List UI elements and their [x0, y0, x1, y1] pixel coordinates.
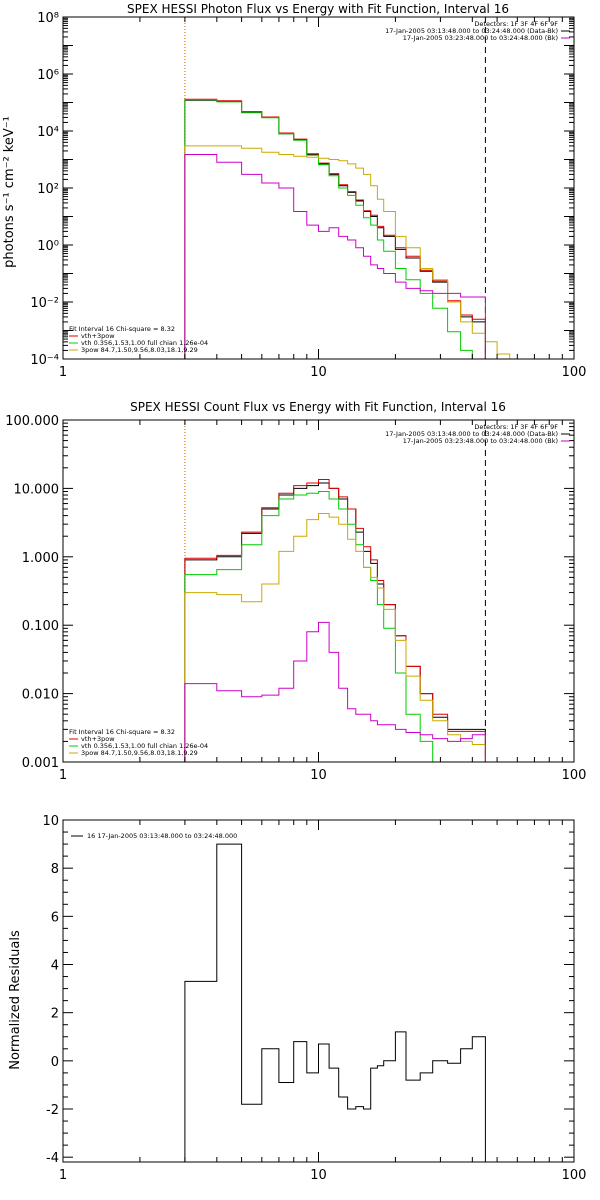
x-tick-label: 1	[59, 365, 67, 380]
photon-flux-plot-area: 1 10 100 10⁻⁴ 10⁻² 10⁰ 10² 10⁴ 10⁶ 10⁸ Detectors: …	[30, 11, 586, 380]
legend-entry: Fit Interval 16 Chi-square = 8.32	[69, 728, 175, 736]
y-tick-label: -2	[46, 1103, 59, 1118]
photon-flux-frame	[62, 16, 575, 360]
x-tick-label: 1	[59, 768, 67, 783]
x-tick-label: 1	[59, 1168, 67, 1183]
residuals-panel: Normalized Residuals 1 10 100 -4 -2 0 2 4 6 8 10 16…	[8, 814, 586, 1183]
y-tick-label: 10⁸	[37, 11, 59, 26]
legend-entry: 17-Jan-2005 03:23:48.000 to 03:24:48.000…	[403, 437, 558, 445]
photon-flux-title: SPEX HESSI Photon Flux vs Energy with Fi…	[127, 2, 509, 16]
y-tick-label: 10⁻⁴	[30, 353, 59, 368]
y-tick-label: 10⁻²	[30, 296, 59, 311]
y-tick-label: 0	[51, 1055, 59, 1070]
y-tick-label: 0.010	[22, 688, 59, 703]
plot-inner	[184, 420, 486, 762]
legend-entry: 16 17-Jan-2005 03:13:48.000 to 03:24:48.…	[87, 832, 237, 840]
legend-entry: vth 0.356,1.53,1.00 full chian 1.26e-04	[81, 742, 208, 750]
series-1-line	[184, 98, 486, 359]
y-tick-label: 8	[51, 862, 59, 877]
series-0-line	[184, 482, 486, 762]
y-tick-label: 6	[51, 910, 59, 925]
legend-entry: 17-Jan-2005 03:13:48.000 to 03:24:48.000…	[385, 27, 558, 35]
y-tick-label: 10.000	[14, 482, 60, 497]
legend-entry: Detectors: 1F 3F 4F 6F 9F	[474, 423, 558, 431]
legend-entry: 3pow 84.7,1.50,9.56,8.03,18.1,9.29	[81, 346, 198, 354]
series-3-line	[184, 145, 523, 359]
series-1-line	[184, 479, 486, 762]
x-tick-label: 10	[310, 768, 327, 783]
legend-entry: Detectors: 1F 3F 4F 6F 9F	[474, 20, 558, 28]
residuals-frame	[62, 819, 575, 1163]
y-tick-label: 4	[51, 959, 59, 974]
residuals-plot-area: 1 10 100 -4 -2 0 2 4 6 8 10 16 17-Jan-2005 03:13:48…	[42, 814, 586, 1183]
x-tick-label: 10	[310, 365, 327, 380]
series-0-line	[184, 843, 486, 1162]
y-tick-label: 1.000	[22, 551, 59, 566]
legend-entry: 17-Jan-2005 03:13:48.000 to 03:24:48.000…	[385, 430, 558, 438]
y-tick-label: 10⁰	[37, 239, 59, 254]
legend-entry: vth+3pow	[81, 332, 115, 340]
count-flux-plot-area: 1 10 100 0.001 0.010 0.100 1.000 10.000 100.000 D…	[5, 414, 586, 783]
x-tick-label: 100	[562, 768, 587, 783]
legend-entry: Fit Interval 16 Chi-square = 8.32	[69, 325, 175, 333]
photon-flux-ylabel: photons s⁻¹ cm⁻² keV⁻¹	[2, 116, 17, 268]
legend-entry: vth 0.356,1.53,1.00 full chian 1.26e-04	[81, 339, 208, 347]
series-0-line	[184, 99, 486, 359]
legend-entry: 17-Jan-2005 03:23:48.000 to 03:24:48.000…	[403, 34, 558, 42]
y-tick-label: 2	[51, 1007, 59, 1022]
series-4-line	[184, 154, 498, 359]
x-tick-label: 10	[310, 1168, 327, 1183]
x-tick-label: 100	[562, 1168, 587, 1183]
y-tick-label: 0.001	[22, 756, 59, 771]
legend-entry: vth+3pow	[81, 735, 115, 743]
x-tick-label: 100	[562, 365, 587, 380]
photon-flux-panel: SPEX HESSI Photon Flux vs Energy with Fi…	[2, 2, 586, 380]
count-flux-panel: SPEX HESSI Count Flux vs Energy with Fit…	[5, 400, 586, 783]
y-tick-label: -4	[46, 1151, 59, 1166]
plot-inner	[184, 843, 486, 1162]
y-tick-label: 10⁴	[37, 125, 59, 140]
legend-entry: 3pow 84.7,1.50,9.56,8.03,18.1,9.29	[81, 749, 198, 757]
y-tick-label: 100.000	[5, 414, 59, 429]
y-tick-label: 10²	[37, 182, 59, 197]
count-flux-title: SPEX HESSI Count Flux vs Energy with Fit…	[130, 400, 506, 414]
plot-inner	[184, 17, 523, 359]
series-2-line	[184, 99, 486, 359]
y-tick-label: 10	[42, 814, 59, 829]
series-2-line	[184, 491, 448, 762]
y-tick-label: 0.100	[22, 619, 59, 634]
series-4-line	[184, 621, 486, 762]
series-3-line	[184, 513, 486, 762]
y-tick-label: 10⁶	[37, 68, 59, 83]
residuals-ylabel: Normalized Residuals	[8, 930, 23, 1070]
count-flux-frame	[62, 419, 575, 763]
